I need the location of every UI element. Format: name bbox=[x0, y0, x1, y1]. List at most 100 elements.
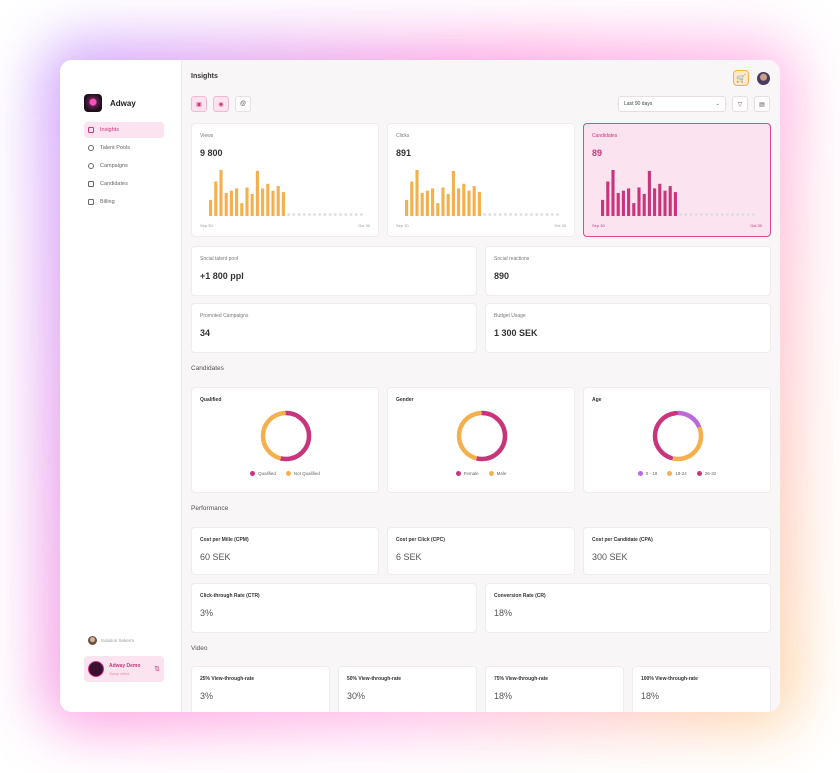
instagram-filter-button[interactable]: ◉ bbox=[213, 96, 229, 112]
export-icon: ▤ bbox=[759, 101, 765, 108]
cart-button[interactable]: 🛒 bbox=[733, 70, 749, 86]
bar bbox=[611, 170, 615, 216]
card-label: Budget Usage bbox=[494, 313, 526, 319]
candidates-card[interactable]: Candidates 89 Sep 30 Oct 30 bbox=[583, 123, 771, 237]
legend-item-female: Female bbox=[455, 471, 479, 477]
legend-label: Qualified bbox=[258, 471, 276, 476]
bar bbox=[616, 193, 620, 216]
legend-label: 18-24 bbox=[675, 471, 687, 476]
empty-day-dot bbox=[694, 213, 698, 216]
empty-day-dot bbox=[689, 213, 693, 216]
bar bbox=[410, 181, 414, 216]
views-card[interactable]: Views 9 800 Sep 30 Oct 30 bbox=[191, 123, 379, 237]
bar bbox=[673, 192, 677, 216]
empty-day-dot bbox=[736, 213, 740, 216]
client-switcher[interactable]: Adway Demo Swap client ⇅ bbox=[84, 656, 164, 682]
export-button[interactable]: ▤ bbox=[754, 96, 770, 112]
web-filter-button[interactable]: @ bbox=[235, 96, 251, 112]
sidebar-item-label: Talent Pools bbox=[100, 145, 130, 151]
donut-segment bbox=[652, 410, 704, 462]
insights-icon bbox=[88, 127, 94, 133]
sidebar-item-label: Insights bbox=[100, 127, 119, 133]
client-logo-icon bbox=[88, 661, 104, 677]
sidebar-item-candidates[interactable]: Candidates bbox=[84, 176, 164, 192]
bar bbox=[224, 193, 228, 216]
date-range-value: Last 90 days bbox=[624, 101, 653, 107]
legend-item-not-qualified: Not Qualified bbox=[285, 471, 320, 477]
sidebar-item-label: Campaigns bbox=[100, 163, 128, 169]
video-section-title: Video bbox=[191, 645, 208, 652]
view-toolbar: ▣ ◉ @ bbox=[191, 96, 251, 112]
empty-day-dot bbox=[746, 213, 750, 216]
sidebar-item-billing[interactable]: Billing bbox=[84, 194, 164, 210]
empty-day-dot bbox=[545, 213, 549, 216]
empty-day-dot bbox=[684, 213, 688, 216]
bar bbox=[235, 188, 239, 216]
user-profile[interactable]: Solution Sekerm bbox=[88, 636, 134, 645]
bar bbox=[436, 203, 440, 216]
filter-button[interactable]: ▽ bbox=[732, 96, 748, 112]
empty-day-dot bbox=[308, 213, 311, 216]
sidebar-nav: Insights Talent Pools Campaigns Candidat… bbox=[84, 122, 164, 212]
empty-day-dot bbox=[550, 213, 554, 216]
bar bbox=[255, 170, 259, 216]
card-value: 3% bbox=[200, 608, 214, 618]
card-label: Views bbox=[200, 133, 214, 139]
card-label: Qualified bbox=[200, 397, 222, 403]
empty-day-dot bbox=[344, 213, 348, 216]
bar bbox=[240, 203, 244, 216]
talent-pools-icon bbox=[88, 145, 94, 151]
bar bbox=[462, 183, 466, 216]
empty-day-dot bbox=[679, 213, 682, 216]
bar bbox=[214, 181, 218, 216]
empty-day-dot bbox=[710, 213, 714, 216]
empty-day-dot bbox=[493, 213, 497, 216]
campaigns-icon bbox=[88, 163, 94, 169]
bar bbox=[415, 170, 419, 216]
card-label: Cost per Click (CPC) bbox=[396, 537, 445, 543]
card-label: Candidates bbox=[592, 133, 618, 139]
swap-client-label: Swap client bbox=[109, 670, 130, 676]
date-range-select[interactable]: Last 90 days ⌄ bbox=[618, 96, 726, 112]
axis-end-label: Oct 30 bbox=[750, 223, 762, 228]
card-label: Age bbox=[592, 397, 602, 403]
card-value: 34 bbox=[200, 328, 211, 338]
swap-icon[interactable]: ⇅ bbox=[154, 666, 160, 673]
sidebar-item-talent-pools[interactable]: Talent Pools bbox=[84, 140, 164, 156]
vtr-100-card: 100% View-through-rate 18% bbox=[632, 666, 771, 712]
card-label: 25% View-through-rate bbox=[200, 676, 255, 682]
axis-start-label: Sep 30 bbox=[396, 223, 409, 228]
facebook-filter-button[interactable]: ▣ bbox=[191, 96, 207, 112]
card-value: 1 300 SEK bbox=[494, 328, 538, 338]
axis-start-label: Sep 30 bbox=[200, 223, 213, 228]
empty-day-dot bbox=[524, 213, 528, 216]
cpc-card: Cost per Click (CPC) 6 SEK bbox=[387, 527, 575, 575]
bar bbox=[420, 193, 424, 216]
bar bbox=[632, 203, 636, 216]
empty-day-dot bbox=[318, 213, 322, 216]
social-talent-pool-card: Social talent pool +1 800 ppl bbox=[191, 246, 477, 296]
bar bbox=[663, 190, 667, 216]
card-value: 890 bbox=[494, 271, 510, 281]
bar bbox=[250, 193, 254, 216]
donut-segment bbox=[652, 410, 704, 462]
profile-avatar[interactable] bbox=[757, 71, 770, 85]
gender-card: Gender Female Male bbox=[387, 387, 575, 493]
legend-item-male: Male bbox=[488, 471, 507, 477]
bar bbox=[446, 193, 450, 216]
empty-day-dot bbox=[328, 213, 332, 216]
card-label: Gender bbox=[396, 397, 414, 403]
clicks-bar-chart bbox=[405, 170, 559, 216]
empty-day-dot bbox=[360, 213, 363, 216]
chart-legend: Female Male bbox=[388, 471, 574, 477]
brand[interactable]: Adway bbox=[84, 94, 136, 112]
card-label: Social talent pool bbox=[200, 256, 239, 262]
bar bbox=[271, 190, 275, 216]
sidebar-item-campaigns[interactable]: Campaigns bbox=[84, 158, 164, 174]
legend-label: Male bbox=[496, 471, 507, 476]
promoted-campaigns-card: Promoted Campaigns 34 bbox=[191, 303, 477, 353]
bar bbox=[467, 190, 471, 216]
card-value: 6 SEK bbox=[396, 552, 422, 562]
sidebar-item-insights[interactable]: Insights bbox=[84, 122, 164, 138]
clicks-card[interactable]: Clicks 891 Sep 30 Oct 30 bbox=[387, 123, 575, 237]
